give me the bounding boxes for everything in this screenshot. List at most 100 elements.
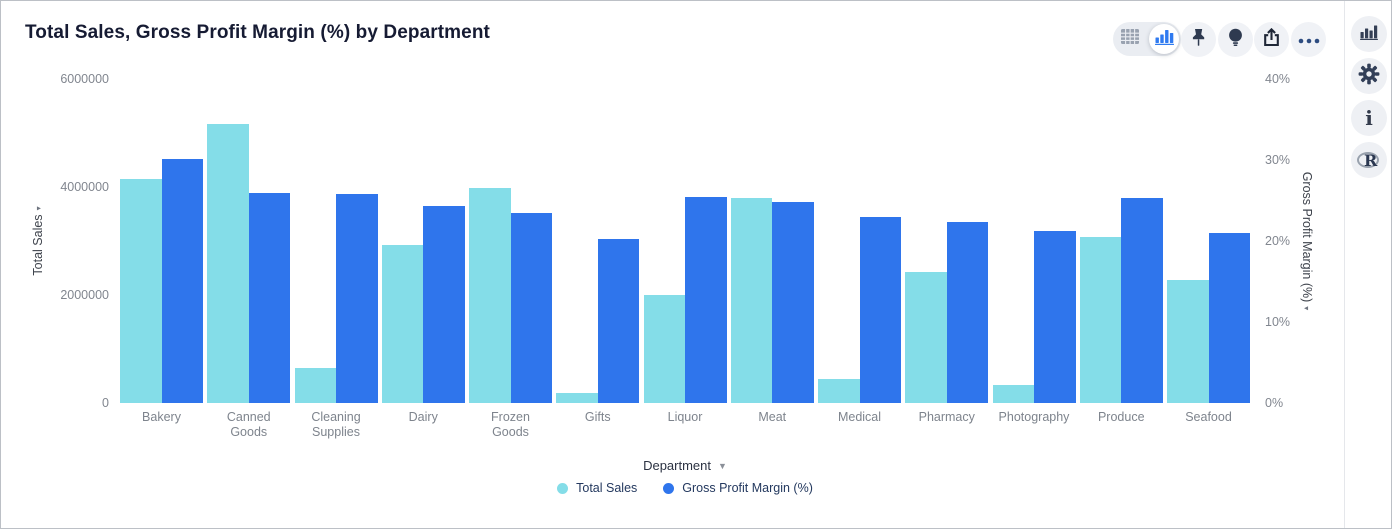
table-view-button[interactable] [1113,22,1146,56]
x-axis-title-row: Department ▼ [120,457,1250,475]
bar-total-sales[interactable] [1079,236,1122,403]
info-icon: i [1365,106,1373,130]
category-label: Medical [837,410,882,424]
bar-total-sales[interactable] [381,244,424,403]
y-axis-tick-label: 10% [1265,315,1291,329]
legend: Total Sales Gross Profit Margin (%) [120,481,1250,495]
bar-gross-profit-margin[interactable] [1121,198,1163,403]
bar-gross-profit-margin[interactable] [423,206,465,403]
legend-item-gross-profit-margin[interactable]: Gross Profit Margin (%) [663,481,813,495]
bar-gross-profit-margin[interactable] [772,202,814,403]
chevron-down-icon: ▼ [718,460,727,471]
bar-gross-profit-margin[interactable] [1208,232,1250,403]
bar-total-sales[interactable] [730,197,773,403]
right-axis-title[interactable]: Gross Profit Margin (%)▾ [1300,171,1314,311]
bar-gross-profit-margin[interactable] [336,194,378,403]
r-logo-icon: R [1357,151,1381,170]
category-label: Frozen Goods [491,410,530,439]
bar-group [1079,79,1163,403]
bar-total-sales[interactable] [1167,279,1209,403]
info-button[interactable]: i [1351,100,1387,136]
settings-button[interactable] [1351,58,1387,94]
category-label: Canned Goods [226,410,271,439]
bar-group [556,79,640,403]
legend-item-total-sales[interactable]: Total Sales [557,481,637,495]
category-label: Bakery [142,410,181,424]
category-label: Pharmacy [918,410,975,424]
category-label: Liquor [667,410,703,424]
bar-total-sales[interactable] [992,384,1034,403]
bar-gross-profit-margin[interactable] [248,193,291,403]
bar-total-sales[interactable] [643,295,685,403]
bar-group [992,79,1076,403]
panel-divider [1344,1,1345,528]
x-axis-title-label: Department [643,458,711,473]
x-axis-title-dropdown[interactable]: Department ▼ [643,458,727,473]
bar-total-sales[interactable] [469,188,511,403]
category-label: Meat [758,410,787,424]
left-axis-ticks: 6000000 4000000 2000000 0 [1,72,109,410]
bar-gross-profit-margin[interactable] [510,212,552,403]
legend-swatch [557,482,569,494]
bar-total-sales[interactable] [905,271,947,403]
ellipsis-icon [1298,31,1320,49]
y-axis-tick-label: 0 [102,396,109,410]
bar-gross-profit-margin[interactable] [685,197,727,403]
bar-total-sales[interactable] [294,367,336,403]
y-axis-tick-label: 2000000 [60,288,109,302]
category-label: Dairy [408,410,438,424]
legend-swatch [663,482,675,494]
y-axis-tick-label: 20% [1265,234,1291,248]
category-axis: Bakery Canned Goods Cleaning Supplies Dairy… [120,410,1250,442]
insights-button[interactable] [1217,22,1253,57]
chart-view-icon [1154,29,1174,50]
y-axis-tick-label: 4000000 [60,180,109,194]
bar-group [207,79,291,403]
legend-label: Gross Profit Margin (%) [682,481,813,495]
left-axis-title[interactable]: Total Sales▾ [31,206,45,276]
bar-group [905,79,989,403]
axis-sort-arrow-icon: ▾ [1302,306,1311,311]
bar-gross-profit-margin[interactable] [946,222,989,403]
bar-group [643,79,727,403]
r-button[interactable]: R [1351,142,1387,178]
category-label: Seafood [1185,410,1232,424]
bar-group [120,79,203,403]
y-axis-tick-label: 6000000 [60,72,109,86]
y-axis-tick-label: 30% [1265,153,1291,167]
pushpin-icon [1190,28,1207,52]
bar-group [294,79,378,403]
bar-total-sales[interactable] [120,178,162,403]
bar-group [469,79,552,403]
bar-group [818,79,901,403]
category-label: Produce [1097,410,1145,424]
bar-total-sales[interactable] [207,124,249,403]
pin-button[interactable] [1181,22,1216,57]
axis-sort-arrow-icon: ▾ [34,206,43,211]
bar-gross-profit-margin[interactable] [597,239,640,403]
export-button[interactable] [1254,22,1289,57]
page-title: Total Sales, Gross Profit Margin (%) by … [25,22,490,43]
view-toggle [1113,22,1181,56]
bar-group [730,79,814,403]
bar-gross-profit-margin[interactable] [859,216,901,403]
category-label: Cleaning Supplies [311,410,361,439]
category-label: Gifts [584,410,611,424]
chart-panel-button[interactable] [1351,16,1387,52]
bar-total-sales[interactable] [556,393,598,403]
chart-view-button[interactable] [1149,24,1179,54]
more-button[interactable] [1291,22,1326,57]
category-label: Photography [998,410,1070,424]
bar-gross-profit-margin[interactable] [1034,231,1076,403]
y-axis-tick-label: 40% [1265,72,1291,86]
gear-icon [1358,63,1380,90]
y-axis-tick-label: 0% [1265,396,1284,410]
bar-group [1167,79,1250,403]
bar-total-sales[interactable] [818,379,860,403]
bar-group [381,79,465,403]
table-view-icon [1120,29,1139,49]
share-icon [1262,27,1281,52]
bar-gross-profit-margin[interactable] [161,159,203,403]
right-axis-ticks: 40% 30% 20% 10% 0% [1265,72,1325,410]
